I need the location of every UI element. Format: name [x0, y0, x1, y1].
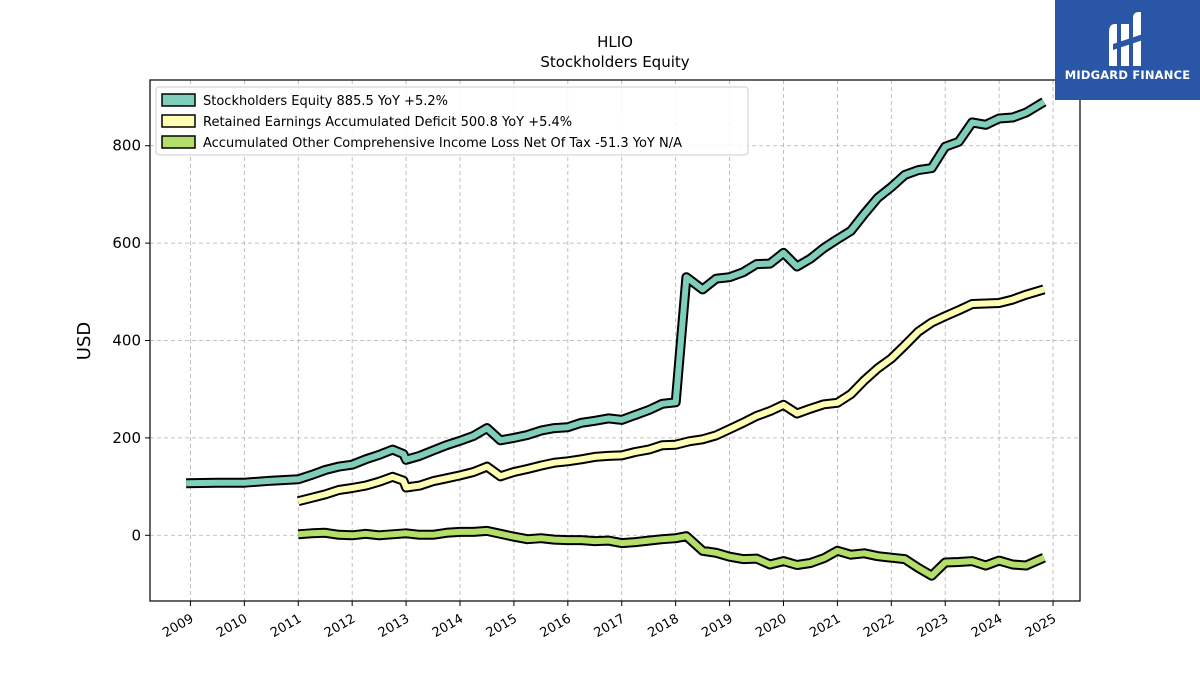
y-tick-label: 600 — [112, 234, 141, 252]
x-tick-label: 2018 — [645, 611, 681, 641]
x-tick-label: 2010 — [214, 611, 250, 641]
y-axis-label: USD — [74, 322, 95, 360]
series-lines — [186, 97, 1047, 581]
logo-text: MIDGARD FINANCE — [1064, 68, 1191, 82]
series-line-retained-earnings — [297, 286, 1045, 505]
legend-frame — [155, 86, 749, 156]
legend-label-stockholders-equity: Stockholders Equity 885.5 YoY +5.2% — [203, 94, 448, 109]
x-tick-label: 2017 — [592, 611, 628, 641]
x-tick-label: 2025 — [1023, 611, 1059, 641]
x-tick-label: 2015 — [484, 611, 520, 641]
x-tick-label: 2021 — [807, 611, 843, 641]
midgard-finance-logo: MIDGARD FINANCE — [1055, 0, 1200, 100]
x-tick-label: 2019 — [699, 611, 735, 641]
series-line-aoci — [298, 527, 1046, 579]
series-outline-stockholders-equity — [186, 97, 1047, 489]
y-tick-label: 800 — [112, 137, 141, 155]
legend-label-retained-earnings: Retained Earnings Accumulated Deficit 50… — [203, 115, 572, 130]
chart-title: HLIO — [597, 33, 633, 51]
chart-subtitle: Stockholders Equity — [540, 53, 689, 71]
x-tick-label: 2011 — [268, 611, 304, 641]
legend-swatch-aoci — [161, 135, 196, 149]
x-tick-label: 2012 — [322, 611, 358, 641]
legend-swatch-stockholders-equity — [161, 93, 196, 107]
series-line-stockholders-equity — [186, 99, 1046, 487]
midgard-logo-icon — [1109, 12, 1143, 66]
x-tick-label: 2009 — [160, 611, 196, 641]
y-axis-ticks: 0 200 400 600 800 — [112, 137, 150, 544]
x-tick-label: 2016 — [538, 611, 574, 641]
x-axis-ticks: 2009 2010 2011 2012 2013 2014 2015 2016 2017 2018… — [160, 601, 1059, 641]
x-tick-label: 2022 — [861, 611, 897, 641]
x-tick-label: 2024 — [969, 611, 1005, 641]
x-tick-label: 2014 — [430, 611, 466, 641]
x-tick-label: 2023 — [915, 611, 951, 641]
y-tick-label: 0 — [131, 526, 141, 544]
chart-legend: Stockholders Equity 885.5 YoY +5.2% Reta… — [155, 86, 749, 156]
x-tick-label: 2013 — [376, 611, 412, 641]
legend-label-aoci: Accumulated Other Comprehensive Income L… — [203, 136, 682, 151]
grid-lines — [150, 80, 1080, 601]
y-tick-label: 200 — [112, 429, 141, 447]
y-tick-label: 400 — [112, 332, 141, 350]
legend-swatch-retained-earnings — [161, 114, 196, 128]
x-tick-label: 2020 — [753, 611, 789, 641]
